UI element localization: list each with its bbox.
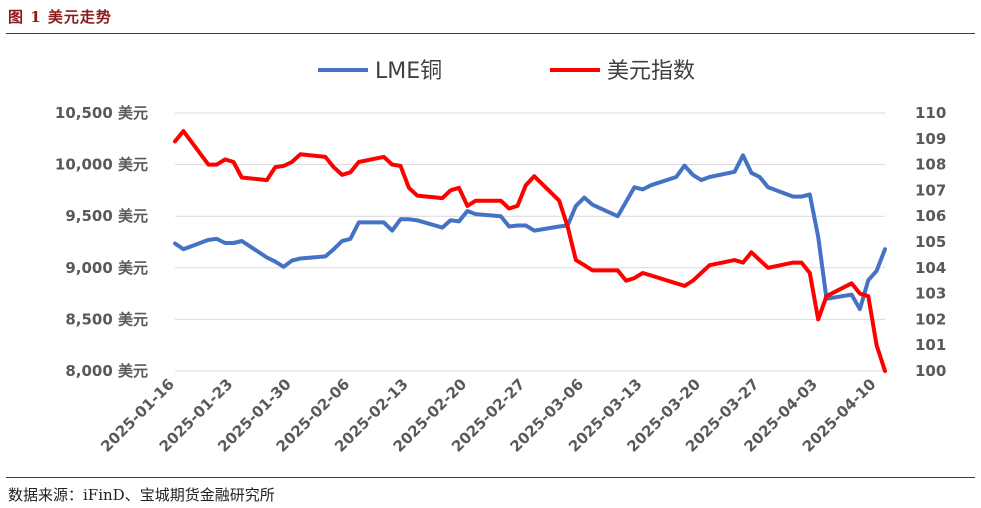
y-right-tick-label: 109 — [915, 130, 946, 148]
figure-title: 图 1 美元走势 — [8, 8, 112, 26]
y-right-tick-label: 101 — [915, 336, 946, 354]
y-right-tick-label: 100 — [915, 362, 946, 380]
line-chart: 8,000 美元 8,500 美元 9,000 美元 9,500 美元 10,000 美… — [55, 59, 946, 456]
y-left-tick-label: 10,000 美元 — [55, 156, 148, 174]
y-right-tick-label: 106 — [915, 207, 946, 225]
y-right-tick-label: 104 — [915, 259, 946, 277]
data-source-note: 数据来源：iFinD、宝城期货金融研究所 — [8, 486, 275, 504]
y-left-tick-label: 9,000 美元 — [65, 259, 148, 277]
y-right-tick-label: 103 — [915, 285, 946, 303]
y-right-tick-label: 105 — [915, 233, 946, 251]
y-left-tick-label: 8,000 美元 — [65, 362, 148, 380]
legend-label: LME铜 — [375, 59, 442, 84]
y-right-tick-label: 102 — [915, 310, 946, 328]
y-left-tick-label: 8,500 美元 — [65, 310, 148, 328]
bottom-divider — [6, 477, 975, 478]
y-right-tick-label: 110 — [915, 104, 946, 122]
y-left-tick-label: 9,500 美元 — [65, 207, 148, 225]
y-right-tick-label: 107 — [915, 181, 946, 199]
y-right-tick-label: 108 — [915, 156, 946, 174]
y-left-tick-label: 10,500 美元 — [55, 104, 148, 122]
series-line-copper — [173, 153, 887, 312]
series-line-usd-index — [173, 129, 887, 373]
legend-label: 美元指数 — [607, 59, 695, 84]
top-divider — [6, 33, 975, 34]
